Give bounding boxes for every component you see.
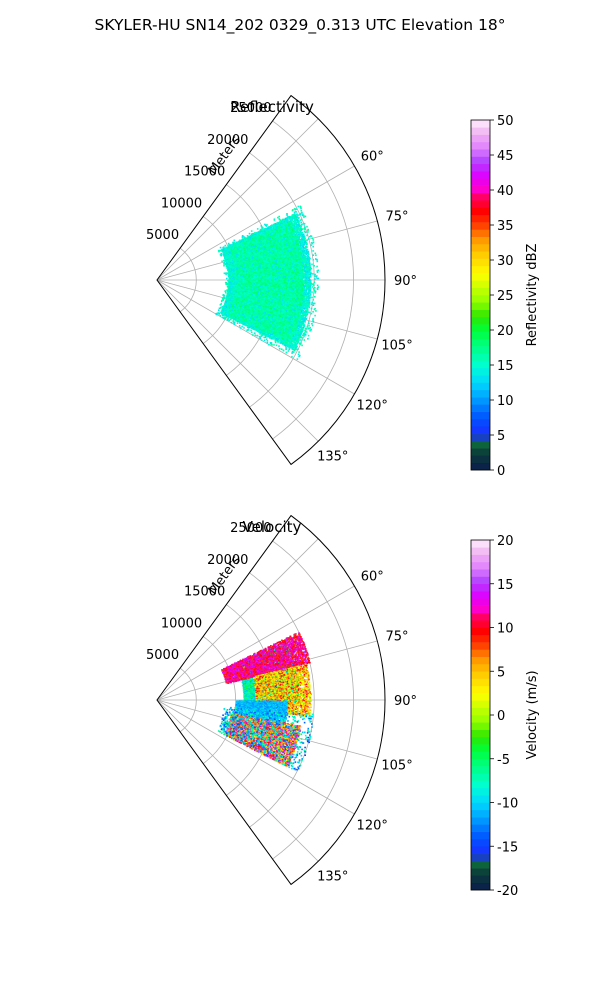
data-point xyxy=(289,219,291,221)
data-point xyxy=(301,232,303,234)
data-point xyxy=(294,224,296,226)
reflectivity-panel: Reflectivity60°75°90°105°120°135°5000100… xyxy=(146,96,540,479)
data-point xyxy=(303,244,305,246)
